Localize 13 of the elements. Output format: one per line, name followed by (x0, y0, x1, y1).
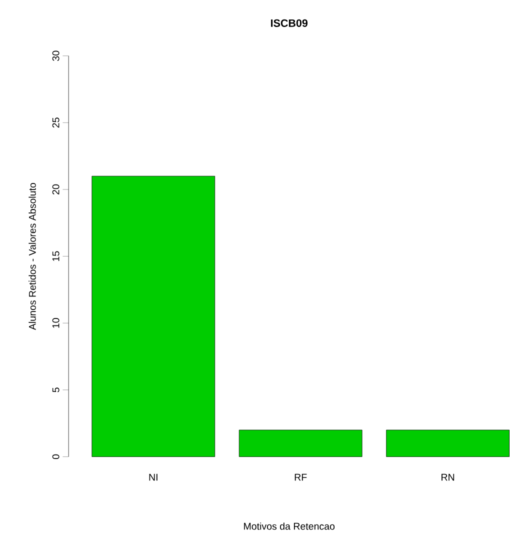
x-axis-title: Motivos da Retencao (244, 522, 335, 530)
x-tick-label: RN (442, 474, 454, 481)
y-tick-label: 20 (52, 184, 60, 194)
y-tick-label: 30 (52, 50, 60, 61)
y-tick-label: 5 (52, 388, 60, 392)
y-tick-label: 25 (52, 118, 60, 128)
x-tick-label: NI (149, 474, 158, 481)
y-tick-label: 0 (52, 454, 60, 460)
y-tick-label: 15 (52, 251, 60, 261)
chart-title: ISCB09 (271, 19, 308, 27)
y-axis-title: Alunos Retidos - Valores Absoluto (28, 182, 36, 330)
y-tick-label: 10 (52, 318, 60, 328)
x-tick-label: RF (295, 474, 307, 481)
